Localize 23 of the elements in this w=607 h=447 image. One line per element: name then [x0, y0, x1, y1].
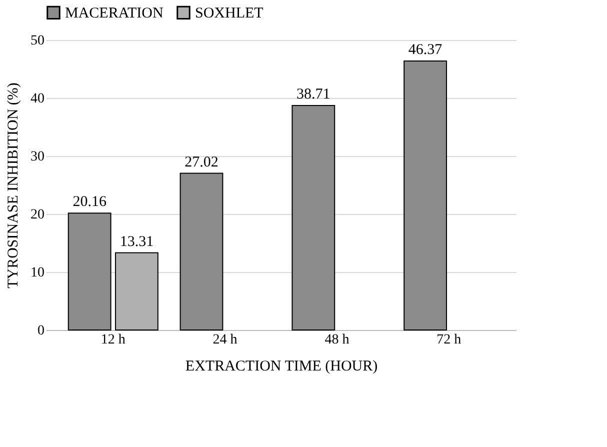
y-axis-title: TYROSINASE INHIBITION (%): [6, 82, 22, 288]
y-tick-label: 50: [30, 34, 44, 48]
x-tick-label: 48 h: [324, 332, 350, 348]
y-tick-label: 40: [30, 92, 44, 106]
bar: [292, 104, 336, 330]
x-tick-label: 72 h: [436, 332, 462, 348]
x-tick-label: 24 h: [212, 332, 238, 348]
legend-label: SOXHLET: [195, 6, 264, 22]
bar: [404, 60, 447, 330]
y-tick-label: 10: [30, 266, 44, 280]
bar: [180, 172, 224, 330]
y-tick-label: 0: [38, 324, 44, 338]
data-label: 46.37: [408, 42, 443, 58]
x-axis-title: EXTRACTION TIME (HOUR): [185, 358, 378, 374]
data-label: 27.02: [184, 154, 218, 170]
y-tick-label: 30: [30, 150, 44, 164]
data-label: 20.16: [72, 194, 107, 210]
legend-label: MACERATION: [65, 6, 164, 22]
data-label: 38.71: [296, 86, 330, 102]
y-tick-label: 20: [30, 208, 44, 222]
bar: [68, 212, 112, 330]
x-tick-label: 12 h: [100, 332, 126, 348]
data-label: 13.31: [120, 234, 154, 250]
